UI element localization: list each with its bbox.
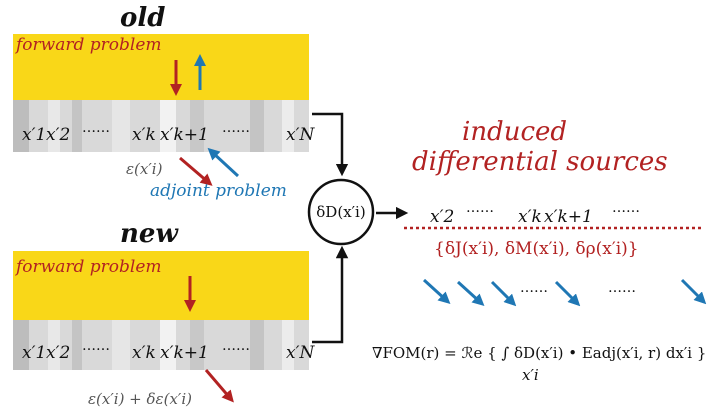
new-ellipsis-1: …… [82,338,110,354]
old-forward-label: forward problem [14,35,162,55]
old-gray-strip [13,100,309,152]
induced-line-1: induced [462,117,567,147]
adjoint-label: adjoint problem [150,181,287,201]
connectors [312,112,409,344]
new-epsilon-label: ε(x′i) + δε(x′i) [88,390,192,408]
old-coord-2: x′2 [46,125,70,145]
fom-formula: ∇FOM(r) = ℛe { ∫ δD(x′i) • Eadj(x′i, r) … [372,344,706,384]
old-coord-k1: x′k+1 [160,125,209,145]
delta-circle [307,178,375,246]
new-title: new [120,219,179,249]
old-panel: old forward problem x′1 x′2 …… x′k x′k+1… [13,3,315,201]
new-forward-region [13,251,309,320]
blue-arrow-3 [490,280,517,307]
new-coord-1: x′1 [22,343,46,363]
old-to-delta-connector [312,112,349,177]
delta-node: δD(x′i) [307,178,375,246]
radiating-arrows: …… …… [422,278,707,307]
induced-line-2: differential sources [412,147,668,177]
integral-subscript: x′i [522,366,539,384]
new-panel: new forward problem x′1 x′2 …… x′k x′k+1… [13,219,315,408]
old-coord-k: x′k [132,125,156,145]
induced-coord-k: x′k [518,207,542,227]
old-red-diagonal-arrow [179,156,213,186]
induced-ellipsis-2: …… [612,200,640,216]
fom-formula-text: ∇FOM(r) = ℛe { ∫ δD(x′i) • Eadj(x′i, r) … [372,344,706,362]
new-coord-2: x′2 [46,343,70,363]
old-ellipsis-2: …… [222,120,250,136]
new-forward-label: forward problem [14,257,162,277]
old-coord-1: x′1 [22,125,46,145]
blue-arrow-4 [554,280,581,307]
old-forward-region [13,34,309,100]
induced-sources: induced differential sources x′2 …… x′k … [404,117,707,307]
induced-coord-k1: x′k+1 [544,207,593,227]
old-epsilon-label: ε(x′i) [126,160,163,178]
old-coord-N: x′N [286,125,315,145]
old-ellipsis-1: …… [82,120,110,136]
induced-coord-2: x′2 [430,207,454,227]
old-title: old [120,3,165,33]
new-gray-strip [13,320,309,370]
blue-arrow-5 [680,278,707,305]
sources-label: {δJ(x′i), δM(x′i), δρ(x′i)} [434,239,639,259]
arrow-ellipsis-1: …… [520,280,548,296]
new-coord-N: x′N [286,343,315,363]
new-coord-k1: x′k+1 [160,343,209,363]
new-red-diagonal-arrow [204,369,234,403]
new-ellipsis-2: …… [222,338,250,354]
arrow-ellipsis-2: …… [608,280,636,296]
new-to-delta-connector [312,245,349,344]
old-blue-diagonal-arrow [207,147,240,178]
induced-ellipsis-1: …… [466,200,494,216]
delta-label: δD(x′i) [316,203,365,221]
new-coord-k: x′k [132,343,156,363]
blue-arrow-2 [456,280,485,307]
blue-arrow-1 [422,278,451,305]
